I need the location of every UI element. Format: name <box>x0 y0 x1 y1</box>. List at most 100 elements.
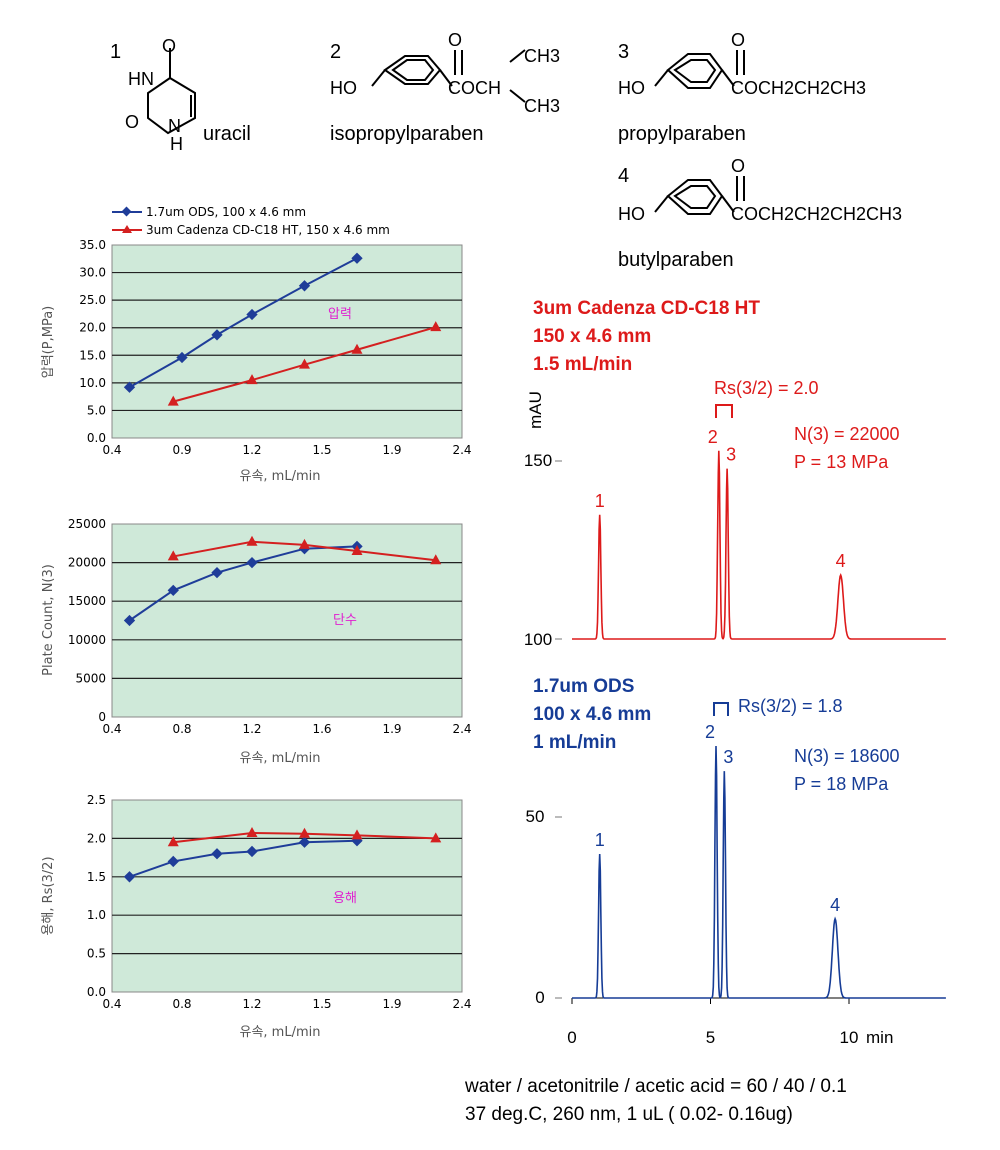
chrom-bottom-title-3: 1 mL/min <box>533 732 616 753</box>
series-line-ods <box>128 545 358 622</box>
data-point-ods <box>246 845 258 858</box>
xlabel-plate-count: 유속, mL/min <box>240 751 321 766</box>
y-tick-label: 5.0 <box>87 403 106 417</box>
x-tick-label: 1.6 <box>312 722 331 736</box>
x-tick-label: 0.9 <box>172 443 191 457</box>
xlabel-pressure: 유속, mL/min <box>240 469 321 484</box>
structure-isopropylparaben: 2 HO O COCH CH3 CH3 isopropylparaben <box>330 30 560 145</box>
data-point-ods <box>176 351 188 364</box>
structure-propylparaben: 3 HO O COCH2CH2CH3 propylparaben <box>618 30 866 145</box>
x-tick-label: 2.4 <box>452 997 471 1011</box>
data-point-ods <box>211 848 223 860</box>
plot-area-resolution <box>111 799 463 993</box>
data-point-ods <box>298 836 311 848</box>
chrom-x-tick-label: 0 <box>567 1028 576 1047</box>
data-point-cadenza <box>430 832 442 843</box>
chrom-bottom-p: P = 18 MPa <box>794 774 889 794</box>
y-tick-label: 5000 <box>75 671 106 685</box>
y-tick-label: 25.0 <box>79 293 106 307</box>
data-point-ods <box>211 566 223 579</box>
propyl-chain: COCH2CH2CH3 <box>731 78 866 98</box>
data-point-cadenza <box>299 827 310 838</box>
uracil-n: N <box>168 116 181 136</box>
uracil-h: H <box>170 134 183 154</box>
conditions-line-1: water / acetonitrile / acetic acid = 60 … <box>464 1076 847 1097</box>
y-tick-label: 2.0 <box>87 831 106 845</box>
peak-label: 3 <box>726 445 736 465</box>
x-tick-label: 1.2 <box>242 443 261 457</box>
series-line-ods <box>129 839 358 878</box>
data-point-ods <box>246 556 258 569</box>
data-point-cadenza <box>430 321 442 332</box>
structure-butylparaben: 4 HO O COCH2CH2CH2CH3 butylparaben <box>618 156 902 271</box>
series-line-ods <box>129 257 358 389</box>
chrom-top-rs: Rs(3/2) = 2.0 <box>714 378 819 398</box>
chrom-trace-ods <box>572 745 946 999</box>
isopropyl-o: O <box>448 30 462 50</box>
chrom-trace-cadenza <box>572 450 946 640</box>
chrom-y-tick-label: 0 <box>535 988 544 1007</box>
data-point-cadenza <box>246 827 258 838</box>
y-tick-label: 25000 <box>68 517 106 531</box>
y-tick-label: 0 <box>98 710 106 724</box>
x-tick-label: 1.9 <box>382 997 401 1011</box>
isopropyl-ch3-top: CH3 <box>524 46 560 66</box>
x-tick-label: 0.8 <box>172 997 191 1011</box>
y-tick-label: 0.0 <box>87 985 106 999</box>
compound-name-isopropylparaben: isopropylparaben <box>330 123 483 145</box>
isopropyl-ho: HO <box>330 78 357 98</box>
x-tick-label: 1.2 <box>242 722 261 736</box>
uracil-o-left: O <box>125 112 139 132</box>
isopropyl-ch3-bottom: CH3 <box>524 96 560 116</box>
y-tick-label: 0.0 <box>87 431 106 445</box>
y-tick-label: 30.0 <box>79 266 106 280</box>
y-tick-label: 0.5 <box>87 947 106 961</box>
chrom-y-tick-label: 150 <box>524 451 552 470</box>
x-tick-label: 2.4 <box>452 443 471 457</box>
x-tick-label: 2.4 <box>452 722 471 736</box>
chrom-x-tick-label: 5 <box>706 1028 715 1047</box>
data-point-cadenza <box>299 538 310 549</box>
y-tick-label: 20.0 <box>79 321 106 335</box>
ylabel-resolution: 용해, Rs(3/2) <box>41 856 56 935</box>
peak-label: 1 <box>595 491 605 511</box>
data-point-ods <box>246 308 258 321</box>
peak-label: 4 <box>830 895 840 915</box>
x-tick-label: 0.8 <box>172 722 191 736</box>
compound-name-propylparaben: propylparaben <box>618 123 746 145</box>
data-point-cadenza <box>351 829 363 840</box>
compound-number-2: 2 <box>330 41 341 63</box>
ylabel-plate-count: Plate Count, N(3) <box>41 564 56 676</box>
data-point-ods <box>298 280 311 292</box>
chrom-x-tick-label: 10 <box>840 1028 859 1047</box>
chrom-y-tick-label: 100 <box>524 630 552 649</box>
data-point-ods <box>351 252 363 264</box>
peak-label: 2 <box>708 427 718 447</box>
uracil-o-top: O <box>162 36 176 56</box>
compound-number-4: 4 <box>618 165 629 187</box>
chrom-top-title-3: 1.5 mL/min <box>533 354 632 375</box>
x-tick-label: 1.9 <box>382 722 401 736</box>
chrom-bottom-title-2: 100 x 4.6 mm <box>533 704 651 725</box>
chart-plate-count: Plate Count, N(3) 유속, mL/min 단수 0 5000 100… <box>41 517 472 766</box>
y-tick-label: 1.5 <box>87 870 106 884</box>
data-point-cadenza <box>430 554 442 565</box>
peak-label: 3 <box>723 747 733 767</box>
annotation-plate-count: 단수 <box>333 613 357 628</box>
data-point-cadenza <box>167 395 179 406</box>
peak-label: 4 <box>836 551 846 571</box>
y-tick-label: 10000 <box>68 633 106 647</box>
uracil-hn: HN <box>128 69 154 89</box>
chromatogram: mAU 3um Cadenza CD-C18 HT 150 x 4.6 mm 1… <box>524 298 946 1047</box>
butyl-chain: COCH2CH2CH2CH3 <box>731 204 902 224</box>
annotation-resolution: 용해 <box>333 891 357 906</box>
data-point-ods <box>167 855 179 868</box>
propyl-o: O <box>731 30 745 50</box>
data-point-cadenza <box>351 343 363 354</box>
x-tick-label: 1.5 <box>312 443 331 457</box>
chrom-top-title-2: 150 x 4.6 mm <box>533 326 651 347</box>
chrom-xlabel: min <box>866 1028 893 1047</box>
data-point-cadenza <box>246 374 258 385</box>
chrom-top-rs-bracket <box>715 404 733 418</box>
